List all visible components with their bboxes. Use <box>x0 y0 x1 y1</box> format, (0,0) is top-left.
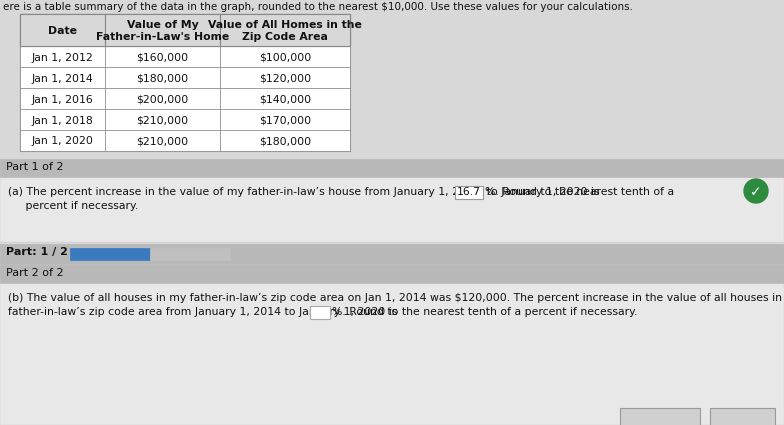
Bar <box>0 177 784 242</box>
Text: (b) The value of all houses in my father-in-law’s zip code area on Jan 1, 2014 w: (b) The value of all houses in my father… <box>8 293 784 303</box>
Text: Jan 1, 2016: Jan 1, 2016 <box>31 94 93 105</box>
Text: father-in-law’s zip code area from January 1, 2014 to January 1, 2020 is: father-in-law’s zip code area from Janua… <box>8 307 397 317</box>
Bar <box>150 248 230 260</box>
Text: $210,000: $210,000 <box>136 136 189 147</box>
Text: Value of My: Value of My <box>127 20 198 30</box>
Bar <box>620 408 700 425</box>
Bar <box>0 265 784 283</box>
Text: $180,000: $180,000 <box>259 136 311 147</box>
Bar <box>105 67 220 88</box>
Bar <box>105 88 220 109</box>
Text: percent if necessary.: percent if necessary. <box>8 201 138 211</box>
Bar <box>710 408 775 425</box>
Bar <box>220 130 350 151</box>
Text: Father-in-Law's Home: Father-in-Law's Home <box>96 32 229 42</box>
Text: %. Round to the nearest tenth of a percent if necessary.: %. Round to the nearest tenth of a perce… <box>332 307 637 317</box>
Text: %. Round to the nearest tenth of a: %. Round to the nearest tenth of a <box>485 187 674 197</box>
Text: Zip Code Area: Zip Code Area <box>242 32 328 42</box>
Text: $210,000: $210,000 <box>136 116 189 125</box>
Text: Jan 1, 2014: Jan 1, 2014 <box>31 74 93 83</box>
Bar <box>20 130 105 151</box>
Bar <box>455 186 483 199</box>
Bar <box>20 14 350 46</box>
Bar <box>0 283 784 425</box>
Text: Part 2 of 2: Part 2 of 2 <box>6 268 64 278</box>
Text: $200,000: $200,000 <box>136 94 189 105</box>
Text: $160,000: $160,000 <box>136 53 189 62</box>
Bar <box>20 46 105 67</box>
Bar <box>20 14 105 46</box>
Bar <box>105 46 220 67</box>
Text: (a) The percent increase in the value of my father-in-law’s house from January 1: (a) The percent increase in the value of… <box>8 187 600 197</box>
Text: $180,000: $180,000 <box>136 74 189 83</box>
Bar <box>20 109 105 130</box>
Text: $140,000: $140,000 <box>259 94 311 105</box>
Bar <box>220 88 350 109</box>
Text: $100,000: $100,000 <box>259 53 311 62</box>
Bar <box>310 306 330 319</box>
Circle shape <box>744 179 768 203</box>
Text: $170,000: $170,000 <box>259 116 311 125</box>
Bar <box>20 14 350 151</box>
Text: ere is a table summary of the data in the graph, rounded to the nearest $10,000.: ere is a table summary of the data in th… <box>3 2 633 12</box>
Text: Jan 1, 2020: Jan 1, 2020 <box>31 136 93 147</box>
Text: Part: 1 / 2: Part: 1 / 2 <box>6 247 68 257</box>
Text: 16.7: 16.7 <box>457 187 481 197</box>
Bar <box>0 159 784 177</box>
Text: ✓: ✓ <box>750 185 762 199</box>
Text: Part 1 of 2: Part 1 of 2 <box>6 162 64 172</box>
Bar <box>0 244 784 264</box>
Bar <box>20 88 105 109</box>
Bar <box>105 130 220 151</box>
Bar <box>220 109 350 130</box>
Bar <box>105 14 220 46</box>
Text: Value of All Homes in the: Value of All Homes in the <box>208 20 362 30</box>
Text: Date: Date <box>48 26 77 36</box>
Bar <box>220 67 350 88</box>
Bar <box>220 14 350 46</box>
Text: Jan 1, 2012: Jan 1, 2012 <box>31 53 93 62</box>
Text: $120,000: $120,000 <box>259 74 311 83</box>
Bar <box>220 46 350 67</box>
Bar <box>20 67 105 88</box>
Text: Jan 1, 2018: Jan 1, 2018 <box>31 116 93 125</box>
Bar <box>105 109 220 130</box>
Bar <box>70 248 150 260</box>
